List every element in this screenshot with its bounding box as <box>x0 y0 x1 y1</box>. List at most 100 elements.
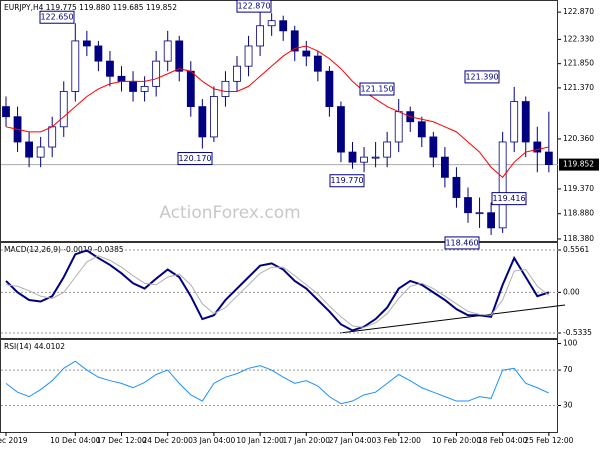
candle-body <box>337 106 345 153</box>
annotation-box <box>359 82 395 96</box>
candle-body <box>140 85 149 92</box>
candle-body <box>233 65 241 82</box>
candle-body <box>348 151 357 163</box>
x-tick-label: 10 Jan 12:00 <box>236 436 284 445</box>
x-tick-label: 17 Dec 12:00 <box>96 436 147 445</box>
annotation-box <box>236 0 272 13</box>
y-tick-label: 100 <box>563 339 578 348</box>
candle-body <box>175 40 184 72</box>
annotation-label: 120.170 <box>178 154 211 163</box>
x-tick-label: 3 Jan 04:00 <box>193 436 236 445</box>
annotation-label: 122.870 <box>237 2 270 11</box>
candle-body <box>267 20 276 27</box>
candle-body <box>94 45 103 62</box>
annotation-label: 119.416 <box>492 194 525 203</box>
candle-body <box>106 60 114 77</box>
y-tick-label: 0.5561 <box>563 245 589 254</box>
x-tick-label: 17 Jan 20:00 <box>283 436 331 445</box>
candle-body <box>163 40 172 62</box>
candle-body <box>417 121 426 138</box>
candle-body <box>152 60 161 87</box>
y-tick-label: 122.870 <box>563 7 594 16</box>
candle-body <box>371 156 380 159</box>
candle-body <box>256 25 265 47</box>
annotation-box <box>39 10 75 24</box>
y-tick-label: 119.370 <box>563 184 594 193</box>
x-tick-label: 18 Feb 04:00 <box>478 436 527 445</box>
candle-body <box>209 96 218 138</box>
candle-body <box>198 106 207 138</box>
last-price-box <box>559 158 599 171</box>
candle-body <box>313 55 322 72</box>
price-title: EURJPY,H4 119.775 119.880 119.685 119.85… <box>4 3 177 12</box>
indicator-line <box>5 249 550 332</box>
candle-body <box>464 197 472 214</box>
candle-body <box>360 156 368 163</box>
y-tick-label: 121.850 <box>563 59 594 68</box>
annotation-box <box>464 70 500 84</box>
x-tick-label: 25 Feb 12:00 <box>524 436 573 445</box>
candle-body <box>325 70 334 108</box>
watermark: ActionForex.com <box>159 203 300 223</box>
annotation-label: 119.770 <box>330 176 363 185</box>
candle-body <box>521 101 530 143</box>
y-tick-label: 122.330 <box>563 34 594 43</box>
candle-body <box>36 146 45 158</box>
candle-body <box>290 30 299 52</box>
price-panel <box>0 0 558 242</box>
last-price-label: 119.852 <box>563 160 594 169</box>
y-tick-label: 120.360 <box>563 134 594 143</box>
candle-body <box>117 75 126 82</box>
annotation-label: 121.390 <box>465 72 498 81</box>
candle-body <box>383 141 392 158</box>
x-tick-label: 2 Dec 2019 <box>0 436 28 445</box>
candle-body <box>429 136 438 158</box>
y-tick-label: 30 <box>563 400 573 409</box>
rsi-title: RSI(14) 44.0102 <box>4 342 65 351</box>
candle-body <box>475 212 484 215</box>
candle-body <box>544 151 553 166</box>
candle-body <box>48 126 57 148</box>
y-tick-label: 121.370 <box>563 83 594 92</box>
candle-body <box>221 80 230 97</box>
candle-body <box>533 141 542 153</box>
annotation-box <box>329 174 365 188</box>
x-tick-label: 24 Dec 20:00 <box>142 436 193 445</box>
candle-body <box>498 141 507 229</box>
y-tick-label: 118.380 <box>563 234 594 243</box>
candle-body <box>487 212 496 229</box>
y-tick-label: 0.00 <box>563 287 580 296</box>
macd-title: MACD(12,26,9) -0.0019 -0.0385 <box>4 245 124 254</box>
annotation-label: 118.460 <box>445 238 478 247</box>
candle-body <box>82 40 91 47</box>
x-tick-label: 10 Dec 04:00 <box>50 436 101 445</box>
annotation-box <box>491 192 527 206</box>
candle-body <box>129 80 137 92</box>
annotation-label: 122.650 <box>40 13 73 22</box>
y-tick-label: 118.880 <box>563 209 594 218</box>
y-tick-label: 70 <box>563 365 573 374</box>
x-tick-label: 27 Jan 04:00 <box>329 436 377 445</box>
candle-body <box>244 45 253 67</box>
indicator-line <box>5 360 550 405</box>
candle-body <box>510 101 519 143</box>
annotation-box <box>444 236 480 250</box>
candle-body <box>186 70 195 108</box>
candle-body <box>279 20 288 32</box>
candle-body <box>25 141 34 158</box>
indicator-line <box>5 45 549 179</box>
candle-body <box>71 40 80 92</box>
candle-body <box>440 156 449 178</box>
trend-line <box>339 304 566 334</box>
annotation-label: 121.150 <box>360 85 393 94</box>
y-tick-label: -0.5335 <box>563 328 592 337</box>
x-tick-label: 3 Feb 12:00 <box>376 436 421 445</box>
candle-body <box>2 106 10 118</box>
macd-panel <box>0 242 558 339</box>
candle-body <box>302 50 311 57</box>
annotation-box <box>177 152 213 166</box>
x-tick-label: 10 Feb 20:00 <box>432 436 481 445</box>
candle-body <box>452 176 461 198</box>
candle-body <box>394 111 403 143</box>
